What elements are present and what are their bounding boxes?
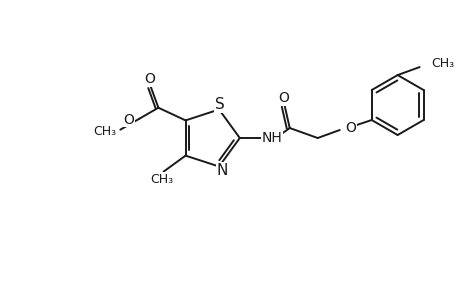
Text: CH₃: CH₃ (93, 125, 116, 138)
Text: N: N (216, 163, 227, 178)
Text: O: O (345, 121, 356, 135)
Text: O: O (278, 91, 289, 105)
Text: NH: NH (261, 131, 281, 145)
Text: CH₃: CH₃ (431, 57, 454, 70)
Text: O: O (123, 113, 134, 127)
Text: O: O (144, 72, 155, 86)
Text: CH₃: CH₃ (150, 173, 173, 186)
Text: S: S (215, 97, 224, 112)
